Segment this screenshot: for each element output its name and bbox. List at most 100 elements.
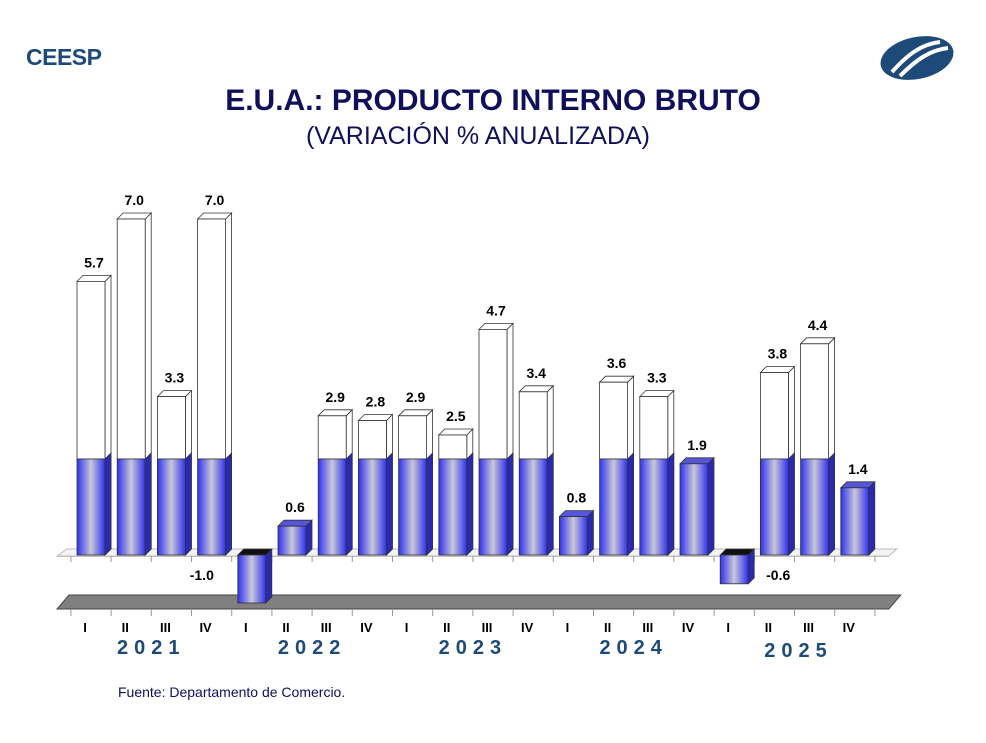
quarter-label: IV (682, 620, 695, 635)
quarter-label: I (244, 620, 248, 635)
bar-top (679, 457, 715, 465)
value-label: 3.4 (526, 365, 546, 381)
bar-top (558, 510, 595, 517)
bar (317, 408, 354, 556)
source-note: Fuente: Departamento de Comercio. (118, 684, 346, 700)
quarter-label: I (726, 620, 730, 635)
bar (759, 365, 796, 556)
bar-top (196, 212, 233, 220)
bar-upper-segment (156, 396, 186, 460)
bar (397, 408, 434, 556)
bar-side-blue (466, 452, 474, 556)
bar-upper-segment (800, 343, 829, 460)
bar-lower-segment (357, 458, 387, 556)
bar-body (559, 516, 588, 556)
bar-top (598, 375, 635, 383)
bar (799, 336, 836, 556)
value-label: 2.9 (406, 389, 426, 405)
bar-lower-segment (599, 458, 628, 556)
gdp-bar-chart: 5.7I7.0II3.3III7.0IV-1.0I0.6II2.9III2.8I… (55, 192, 902, 662)
quarter-label: IV (360, 620, 373, 635)
quarter-label: II (443, 620, 450, 635)
quarter-label: IV (199, 620, 212, 635)
value-label: 3.6 (607, 355, 627, 371)
bar-top (236, 548, 273, 556)
bar-top (357, 414, 394, 422)
bar-side-blue (828, 452, 835, 556)
bar-side-blue (627, 452, 634, 556)
quarter-label: I (405, 620, 409, 635)
bar-lower-segment (156, 458, 186, 556)
value-label: 2.5 (446, 408, 466, 424)
chart-subtitle: (VARIACIÓN % ANUALIZADA) (305, 122, 651, 150)
bar-lower-segment (317, 458, 347, 556)
bar-upper-segment (357, 420, 387, 460)
quarter-label: III (482, 620, 493, 635)
quarter-label: II (765, 620, 772, 635)
value-label: 3.8 (768, 346, 788, 362)
bar-top (799, 337, 836, 345)
bar (518, 384, 555, 556)
quarter-label: III (642, 620, 653, 635)
bar-body (237, 554, 267, 604)
bar (236, 548, 273, 604)
bar-lower-segment (760, 458, 789, 556)
bar (719, 548, 756, 585)
year-label: 2021 (117, 637, 186, 659)
bar-top (759, 366, 796, 374)
chart-title: E.U.A.: PRODUCTO INTERNO BRUTO (225, 84, 761, 117)
bar-top (116, 212, 153, 220)
bar-side-blue (385, 452, 393, 556)
bar-body (840, 487, 870, 556)
bar-side-blue (345, 452, 353, 556)
bar-upper-segment (197, 218, 227, 460)
bar-upper-segment (76, 280, 106, 460)
bar-top (518, 385, 555, 393)
quarter-label: II (282, 620, 289, 635)
quarter-label: I (83, 620, 87, 635)
floor-plane (55, 594, 902, 610)
value-label: 1.4 (848, 461, 868, 477)
bar-top (397, 409, 434, 417)
bar-top (437, 428, 474, 436)
quarter-label: IV (521, 620, 534, 635)
value-label: 0.8 (567, 490, 587, 506)
bar-top (839, 481, 876, 489)
ceesp-logo-icon (880, 36, 954, 80)
quarter-label: II (122, 620, 129, 635)
bar-side-blue (184, 452, 192, 556)
quarter-label: III (160, 620, 171, 635)
bar-upper-segment (317, 415, 347, 460)
bar-top (156, 390, 193, 398)
bar-body (679, 463, 709, 556)
quarter-label: I (566, 620, 570, 635)
bar-side (707, 456, 715, 556)
bar-upper-segment (639, 396, 669, 460)
year-label: 2024 (599, 637, 668, 659)
bar-side-blue (667, 452, 675, 556)
bar-side-blue (546, 452, 554, 556)
bar (839, 480, 876, 556)
bar-top (638, 390, 675, 398)
bar-upper-segment (398, 415, 428, 460)
bar-side-blue (144, 452, 152, 556)
bar-side (265, 548, 273, 604)
value-label: 4.4 (808, 317, 828, 333)
bar-top (719, 548, 756, 556)
quarter-label: III (803, 620, 814, 635)
bar-side-blue (225, 452, 233, 556)
bar-lower-segment (438, 458, 468, 556)
bar (357, 413, 394, 556)
bar-side (587, 509, 594, 556)
bar (679, 456, 715, 556)
bar-upper-segment (518, 391, 548, 460)
quarter-label: III (321, 620, 332, 635)
bar-top (277, 519, 313, 527)
bar-upper-segment (438, 434, 468, 460)
bar (437, 428, 474, 556)
bar (277, 519, 313, 556)
bar-lower-segment (800, 458, 829, 556)
value-label: 5.7 (84, 254, 104, 270)
year-label: 2023 (439, 637, 508, 659)
bar-lower-segment (116, 458, 146, 556)
